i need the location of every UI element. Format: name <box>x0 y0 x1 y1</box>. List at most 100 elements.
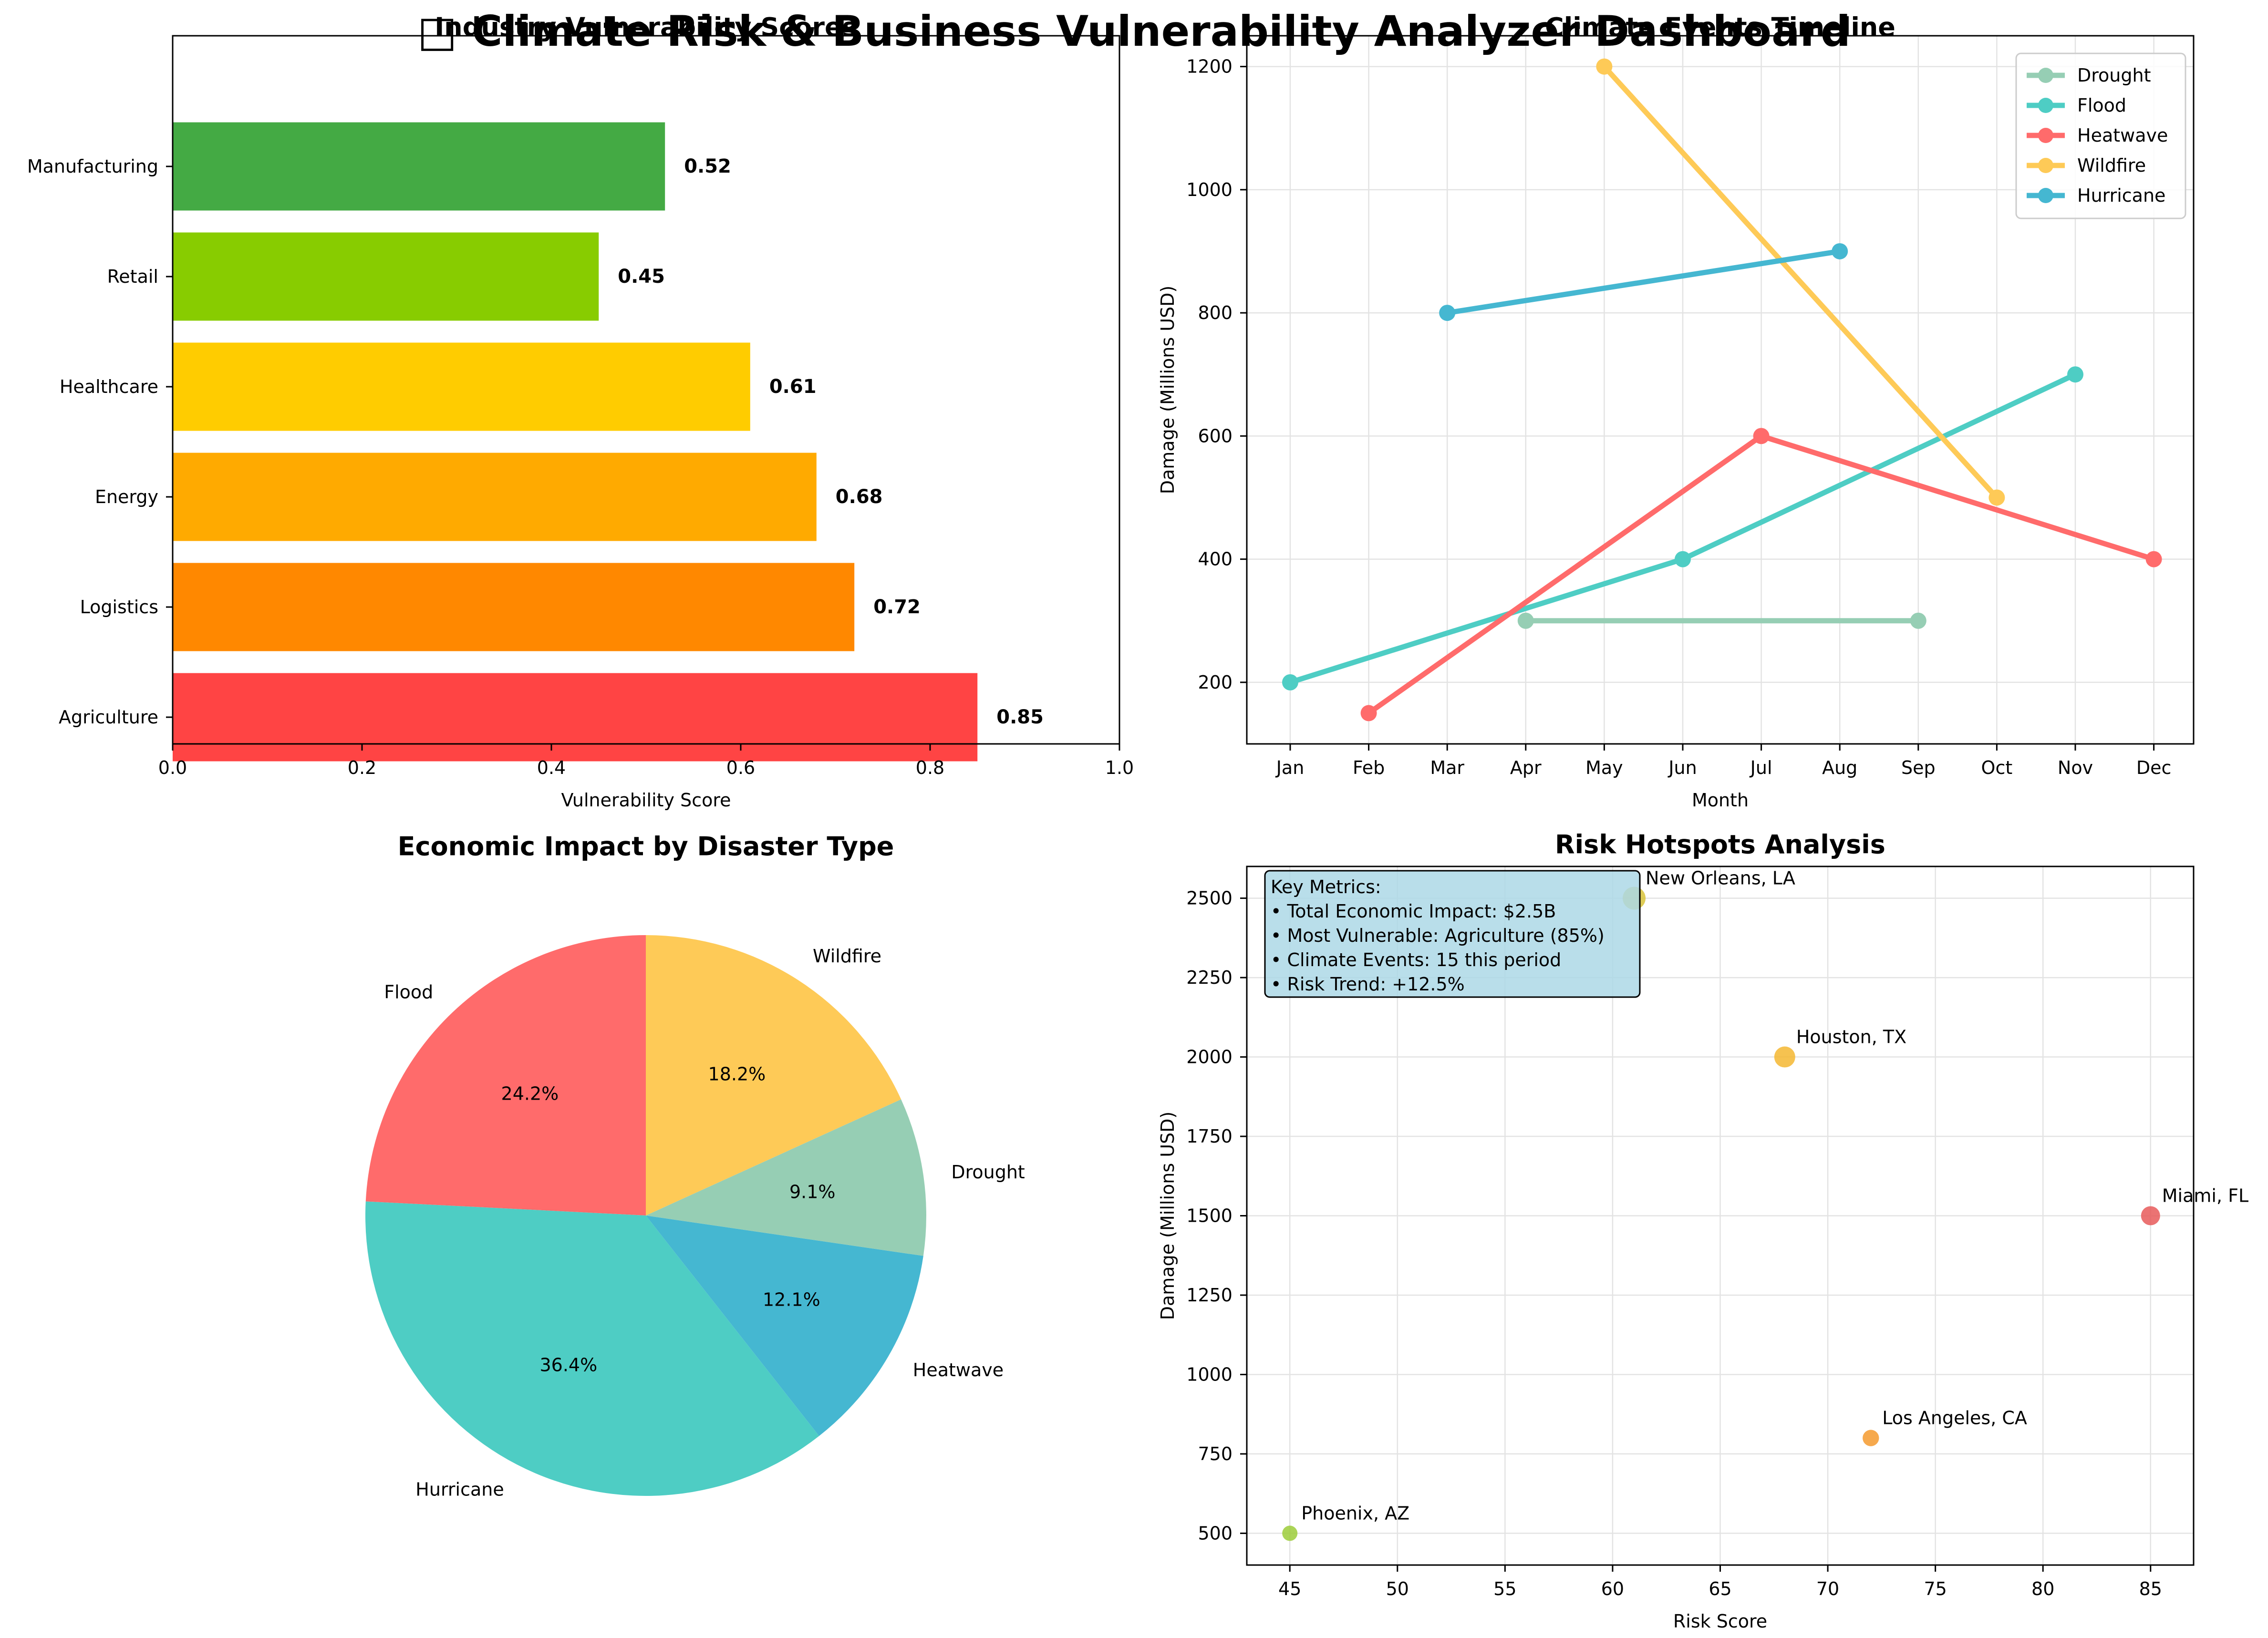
scatter-point <box>1282 1525 1298 1541</box>
x-axis-label: Vulnerability Score <box>561 790 731 811</box>
data-point <box>1675 551 1691 567</box>
point-label: Los Angeles, CA <box>1882 1408 2027 1429</box>
y-tick-label: 1250 <box>1186 1285 1232 1306</box>
pie-slice-label: Flood <box>384 981 433 1002</box>
bar-value-label: 0.52 <box>684 155 731 177</box>
pie-percent-label: 24.2% <box>501 1083 559 1104</box>
axes-frame <box>172 35 1120 745</box>
x-tick-label: Mar <box>1430 757 1464 778</box>
y-tick-label: 750 <box>1198 1443 1232 1464</box>
point-label: Phoenix, AZ <box>1301 1503 1409 1524</box>
pie-slice-label: Wildfire <box>813 946 881 967</box>
x-tick-label: 50 <box>1386 1578 1409 1599</box>
x-tick-label: 45 <box>1278 1578 1301 1599</box>
chart-title: Risk Hotspots Analysis <box>1555 830 1885 860</box>
vulnerability-bar-chart: 0.85 Agriculture 0.72 Logistics 0.68 Energy 0.… <box>27 12 1134 811</box>
dashboard-title: □ Climate Risk & Business Vulnerability … <box>0 7 2268 56</box>
key-metrics-background <box>1264 870 1641 998</box>
scatter-point <box>2141 1206 2160 1226</box>
data-point <box>1832 243 1848 259</box>
bar-value-label: 0.72 <box>873 596 921 618</box>
legend-label: Drought <box>2077 65 2151 86</box>
bar-value-label: 0.68 <box>836 486 883 508</box>
y-tick-label: 800 <box>1198 302 1232 323</box>
pie-percent-label: 36.4% <box>540 1354 598 1375</box>
y-tick-label: Retail <box>107 266 158 287</box>
y-tick-label: Logistics <box>80 597 158 618</box>
data-point <box>1439 305 1456 321</box>
bar-value-label: 0.45 <box>618 266 665 288</box>
legend-swatch-marker <box>2038 98 2053 113</box>
x-tick-label: Jun <box>1667 757 1697 778</box>
y-tick-label: 2250 <box>1186 967 1232 988</box>
bar-value-label: 0.85 <box>996 706 1044 728</box>
x-tick-label: Oct <box>1981 757 2013 778</box>
chart-title: Industry Vulnerability Scores <box>435 12 858 42</box>
pie-slice-heatwave <box>646 1216 923 1436</box>
chart-title: Economic Impact by Disaster Type <box>398 832 894 862</box>
title-icon: □ <box>417 7 457 56</box>
data-point <box>2067 366 2083 383</box>
bar-energy <box>173 453 817 541</box>
y-tick-label: Energy <box>95 486 158 507</box>
series-line <box>1601 64 1999 500</box>
key-metrics-box: Key Metrics: • Total Economic Impact: $2.… <box>1264 870 1641 998</box>
x-tick-label: 60 <box>1601 1578 1624 1599</box>
y-tick-label: 200 <box>1198 672 1232 693</box>
x-tick-label: 0.6 <box>726 757 755 778</box>
point-label: New Orleans, LA <box>1646 868 1795 889</box>
point-label: Miami, FL <box>2162 1185 2248 1206</box>
data-point <box>1282 674 1298 690</box>
axes-frame <box>1246 865 2195 1566</box>
key-metrics-line: • Risk Trend: +12.5% <box>1271 974 1465 995</box>
series-line <box>1444 248 1843 316</box>
bar-logistics <box>173 563 855 651</box>
y-tick-label: 1000 <box>1186 1364 1232 1385</box>
climate-events-line-chart: Jan Feb Mar Apr May Jun Jul Aug Sep Oct Nov Dec 200 4… <box>1157 12 2195 811</box>
series-heatwave <box>1360 428 2162 721</box>
y-tick-label: 2000 <box>1186 1047 1232 1068</box>
x-tick-label: 0.4 <box>537 757 566 778</box>
x-tick-label: 70 <box>1816 1578 1839 1599</box>
y-tick-label: 1500 <box>1186 1205 1232 1226</box>
dashboard-title-text: Climate Risk & Business Vulnerability An… <box>471 7 1851 56</box>
y-tick-label: 1200 <box>1186 56 1232 77</box>
x-tick-label: 0.2 <box>348 757 376 778</box>
x-tick-label: Apr <box>1510 757 1542 778</box>
y-tick-label: 2500 <box>1186 888 1232 909</box>
bar-manufacturing <box>173 122 665 211</box>
pie-percent-label: 9.1% <box>789 1181 836 1202</box>
y-tick-label: 500 <box>1198 1523 1232 1544</box>
x-axis-label: Risk Score <box>1673 1611 1767 1632</box>
y-axis-label: Damage (Millions USD) <box>1157 1112 1178 1320</box>
pie-slice-label: Hurricane <box>415 1479 504 1500</box>
bar-agriculture <box>173 673 978 762</box>
x-tick-label: May <box>1585 757 1623 778</box>
data-point <box>1596 58 1613 75</box>
scatter-point <box>1863 1430 1879 1446</box>
data-point <box>1360 705 1377 721</box>
bar-retail <box>173 232 599 321</box>
risk-hotspots-scatter-chart: 45 50 55 60 65 70 75 80 85 500 750 1000 1250 1500 1750… <box>1157 830 2248 1632</box>
y-axis-label: Damage (Millions USD) <box>1157 286 1178 494</box>
x-axis-label: Month <box>1692 790 1749 811</box>
series-hurricane <box>1439 243 1848 321</box>
pie-percent-label: 12.1% <box>763 1289 820 1310</box>
pie-percent-label: 18.2% <box>708 1063 766 1084</box>
legend: Drought Flood Heatwave Wildfire Hurricane <box>2015 52 2186 219</box>
legend-swatch-marker <box>2038 158 2053 173</box>
pie-slice-flood <box>365 935 646 1216</box>
legend-label: Hurricane <box>2077 185 2165 206</box>
bar-healthcare <box>173 342 750 431</box>
data-point <box>2145 551 2162 567</box>
data-point <box>1988 489 2005 506</box>
legend-swatch-marker <box>2038 68 2053 83</box>
legend-label: Wildfire <box>2077 155 2146 176</box>
y-tick-label: 1000 <box>1186 179 1232 200</box>
point-label: Houston, TX <box>1796 1027 1906 1048</box>
y-tick-label: 400 <box>1198 549 1232 570</box>
y-tick-label: 1750 <box>1186 1126 1232 1147</box>
x-tick-label: 85 <box>2139 1578 2162 1599</box>
key-metrics-line: Key Metrics: <box>1271 876 1381 897</box>
data-point <box>1753 428 1770 444</box>
